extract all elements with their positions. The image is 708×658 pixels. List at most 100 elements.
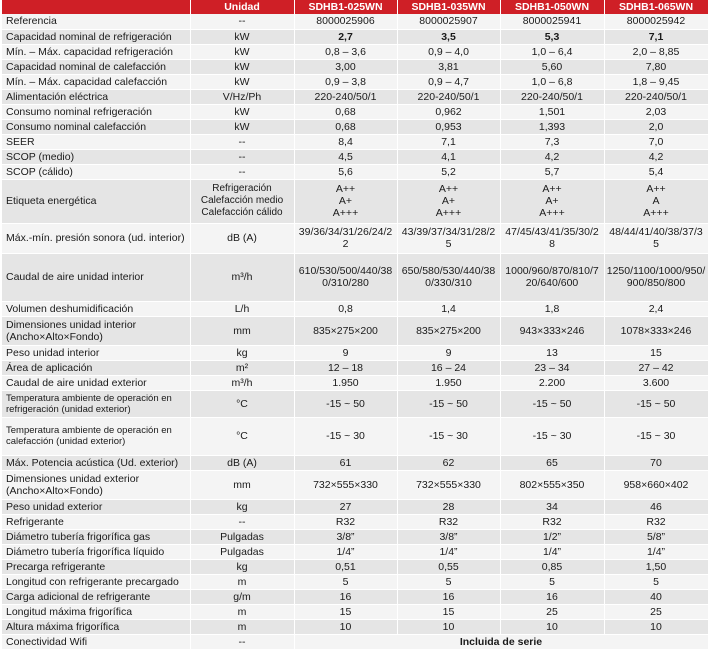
row-value: 3,00 [294, 59, 398, 75]
energy-class: A++ [335, 183, 356, 195]
table-row: Capacidad nominal de calefacción kW 3,00… [2, 59, 708, 75]
row-label: Diámetro tubería frigorífica gas [2, 529, 191, 545]
row-value: 650/580/530/440/380/330/310 [397, 253, 501, 302]
energy-sub-labels: Refrigeración Calefacción medio Calefacc… [190, 179, 295, 224]
row-value: R32 [500, 514, 605, 530]
row-value: -15 ~ 30 [500, 417, 605, 456]
row-unit: m³/h [190, 253, 295, 302]
row-label: Conectividad Wifi [2, 634, 191, 650]
row-unit: kW [190, 59, 295, 75]
energy-class: A+++ [332, 207, 359, 219]
row-value: 7,1 [604, 29, 708, 45]
row-unit: m [190, 619, 295, 635]
row-unit: g/m [190, 589, 295, 605]
row-unit: kW [190, 74, 295, 90]
row-value: 1,393 [500, 119, 605, 135]
row-value: 5/8” [604, 529, 708, 545]
row-value: 16 [397, 589, 501, 605]
row-value: 4,2 [604, 149, 708, 165]
row-value: -15 ~ 30 [397, 417, 501, 456]
row-value: 835×275×200 [294, 316, 398, 346]
table-row-energy: Etiqueta energética Refrigeración Calefa… [2, 179, 708, 224]
row-value: 5 [397, 574, 501, 590]
table-row: Carga adicional de refrigerante g/m 16 1… [2, 589, 708, 605]
row-label: Dimensiones unidad interior (Ancho×Alto×… [2, 316, 191, 346]
row-value: 1078×333×246 [604, 316, 708, 346]
row-value: 732×555×330 [294, 470, 398, 500]
row-unit: -- [190, 634, 295, 650]
row-value: 1,8 [500, 301, 605, 317]
row-label: Consumo nominal refrigeración [2, 104, 191, 120]
row-value: 5 [294, 574, 398, 590]
table-row: Temperatura ambiente de operación en cal… [2, 417, 708, 456]
row-value: 2.200 [500, 375, 605, 391]
row-unit: -- [190, 514, 295, 530]
table-row: Consumo nominal calefacción kW 0,68 0,95… [2, 119, 708, 135]
row-value: 1/4” [397, 544, 501, 560]
table-row: Dimensiones unidad exterior (Ancho×Alto×… [2, 470, 708, 500]
row-value: 3/8” [294, 529, 398, 545]
table-row: Consumo nominal refrigeración kW 0,68 0,… [2, 104, 708, 120]
energy-class: A+++ [643, 207, 669, 219]
row-value: 16 – 24 [397, 360, 501, 376]
row-value: 0,68 [294, 104, 398, 120]
row-unit: m [190, 604, 295, 620]
row-value: 1,8 – 9,45 [604, 74, 708, 90]
row-value: 220-240/50/1 [604, 89, 708, 105]
row-value: 220-240/50/1 [397, 89, 501, 105]
row-value: 220-240/50/1 [294, 89, 398, 105]
table-row: Refrigerante -- R32 R32 R32 R32 [2, 514, 708, 530]
row-unit: mm [190, 470, 295, 500]
table-row: Máx. Potencia acústica (Ud. exterior) dB… [2, 455, 708, 471]
row-value: 62 [397, 455, 501, 471]
row-label: Peso unidad interior [2, 345, 191, 361]
table-row: Mín. – Máx. capacidad calefacción kW 0,9… [2, 74, 708, 90]
table-row: Dimensiones unidad interior (Ancho×Alto×… [2, 316, 708, 346]
row-value: 1000/960/870/810/720/640/600 [500, 253, 605, 302]
row-unit: dB (A) [190, 455, 295, 471]
row-value: 2,4 [604, 301, 708, 317]
header-row: Unidad SDHB1-025WN SDHB1-035WN SDHB1-050… [2, 0, 708, 14]
row-label: Referencia [2, 14, 191, 30]
row-value: -15 ~ 50 [397, 390, 501, 418]
header-model: SDHB1-025WN [294, 0, 398, 14]
row-value: 7,3 [500, 134, 605, 150]
row-value: 0,9 – 4,0 [397, 44, 501, 60]
energy-class: A+ [441, 195, 456, 207]
row-value: 8000025941 [500, 14, 605, 30]
row-unit: m [190, 574, 295, 590]
row-value: 5 [604, 574, 708, 590]
row-label: Diámetro tubería frigorífica líquido [2, 544, 191, 560]
row-unit: kW [190, 29, 295, 45]
row-unit: kg [190, 345, 295, 361]
table-row: Precarga refrigerante kg 0,51 0,55 0,85 … [2, 559, 708, 575]
row-value: 13 [500, 345, 605, 361]
row-value: 61 [294, 455, 398, 471]
row-value: 15 [397, 604, 501, 620]
row-value: R32 [604, 514, 708, 530]
row-value: 10 [604, 619, 708, 635]
row-value: 0,962 [397, 104, 501, 120]
row-value: 65 [500, 455, 605, 471]
row-label: Precarga refrigerante [2, 559, 191, 575]
row-label: SEER [2, 134, 191, 150]
row-value: 958×660×402 [604, 470, 708, 500]
header-model: SDHB1-035WN [397, 0, 501, 14]
row-value: 15 [294, 604, 398, 620]
table-row: Diámetro tubería frigorífica líquido Pul… [2, 544, 708, 560]
table-row: Área de aplicación m² 12 – 18 16 – 24 23… [2, 360, 708, 376]
row-value: 943×333×246 [500, 316, 605, 346]
row-value: -15 ~ 50 [294, 390, 398, 418]
row-value: 0,51 [294, 559, 398, 575]
row-label: Longitud máxima frigorífica [2, 604, 191, 620]
energy-class: A+++ [539, 207, 565, 219]
row-value: 1/4” [500, 544, 605, 560]
table-row: Longitud con refrigerante precargado m 5… [2, 574, 708, 590]
row-unit: L/h [190, 301, 295, 317]
row-value: 5,2 [397, 164, 501, 180]
row-unit: kg [190, 559, 295, 575]
row-unit: m² [190, 360, 295, 376]
table-row: Altura máxima frigorífica m 10 10 10 10 [2, 619, 708, 635]
row-label: Caudal de aire unidad interior [2, 253, 191, 302]
row-value: 2,0 [604, 119, 708, 135]
